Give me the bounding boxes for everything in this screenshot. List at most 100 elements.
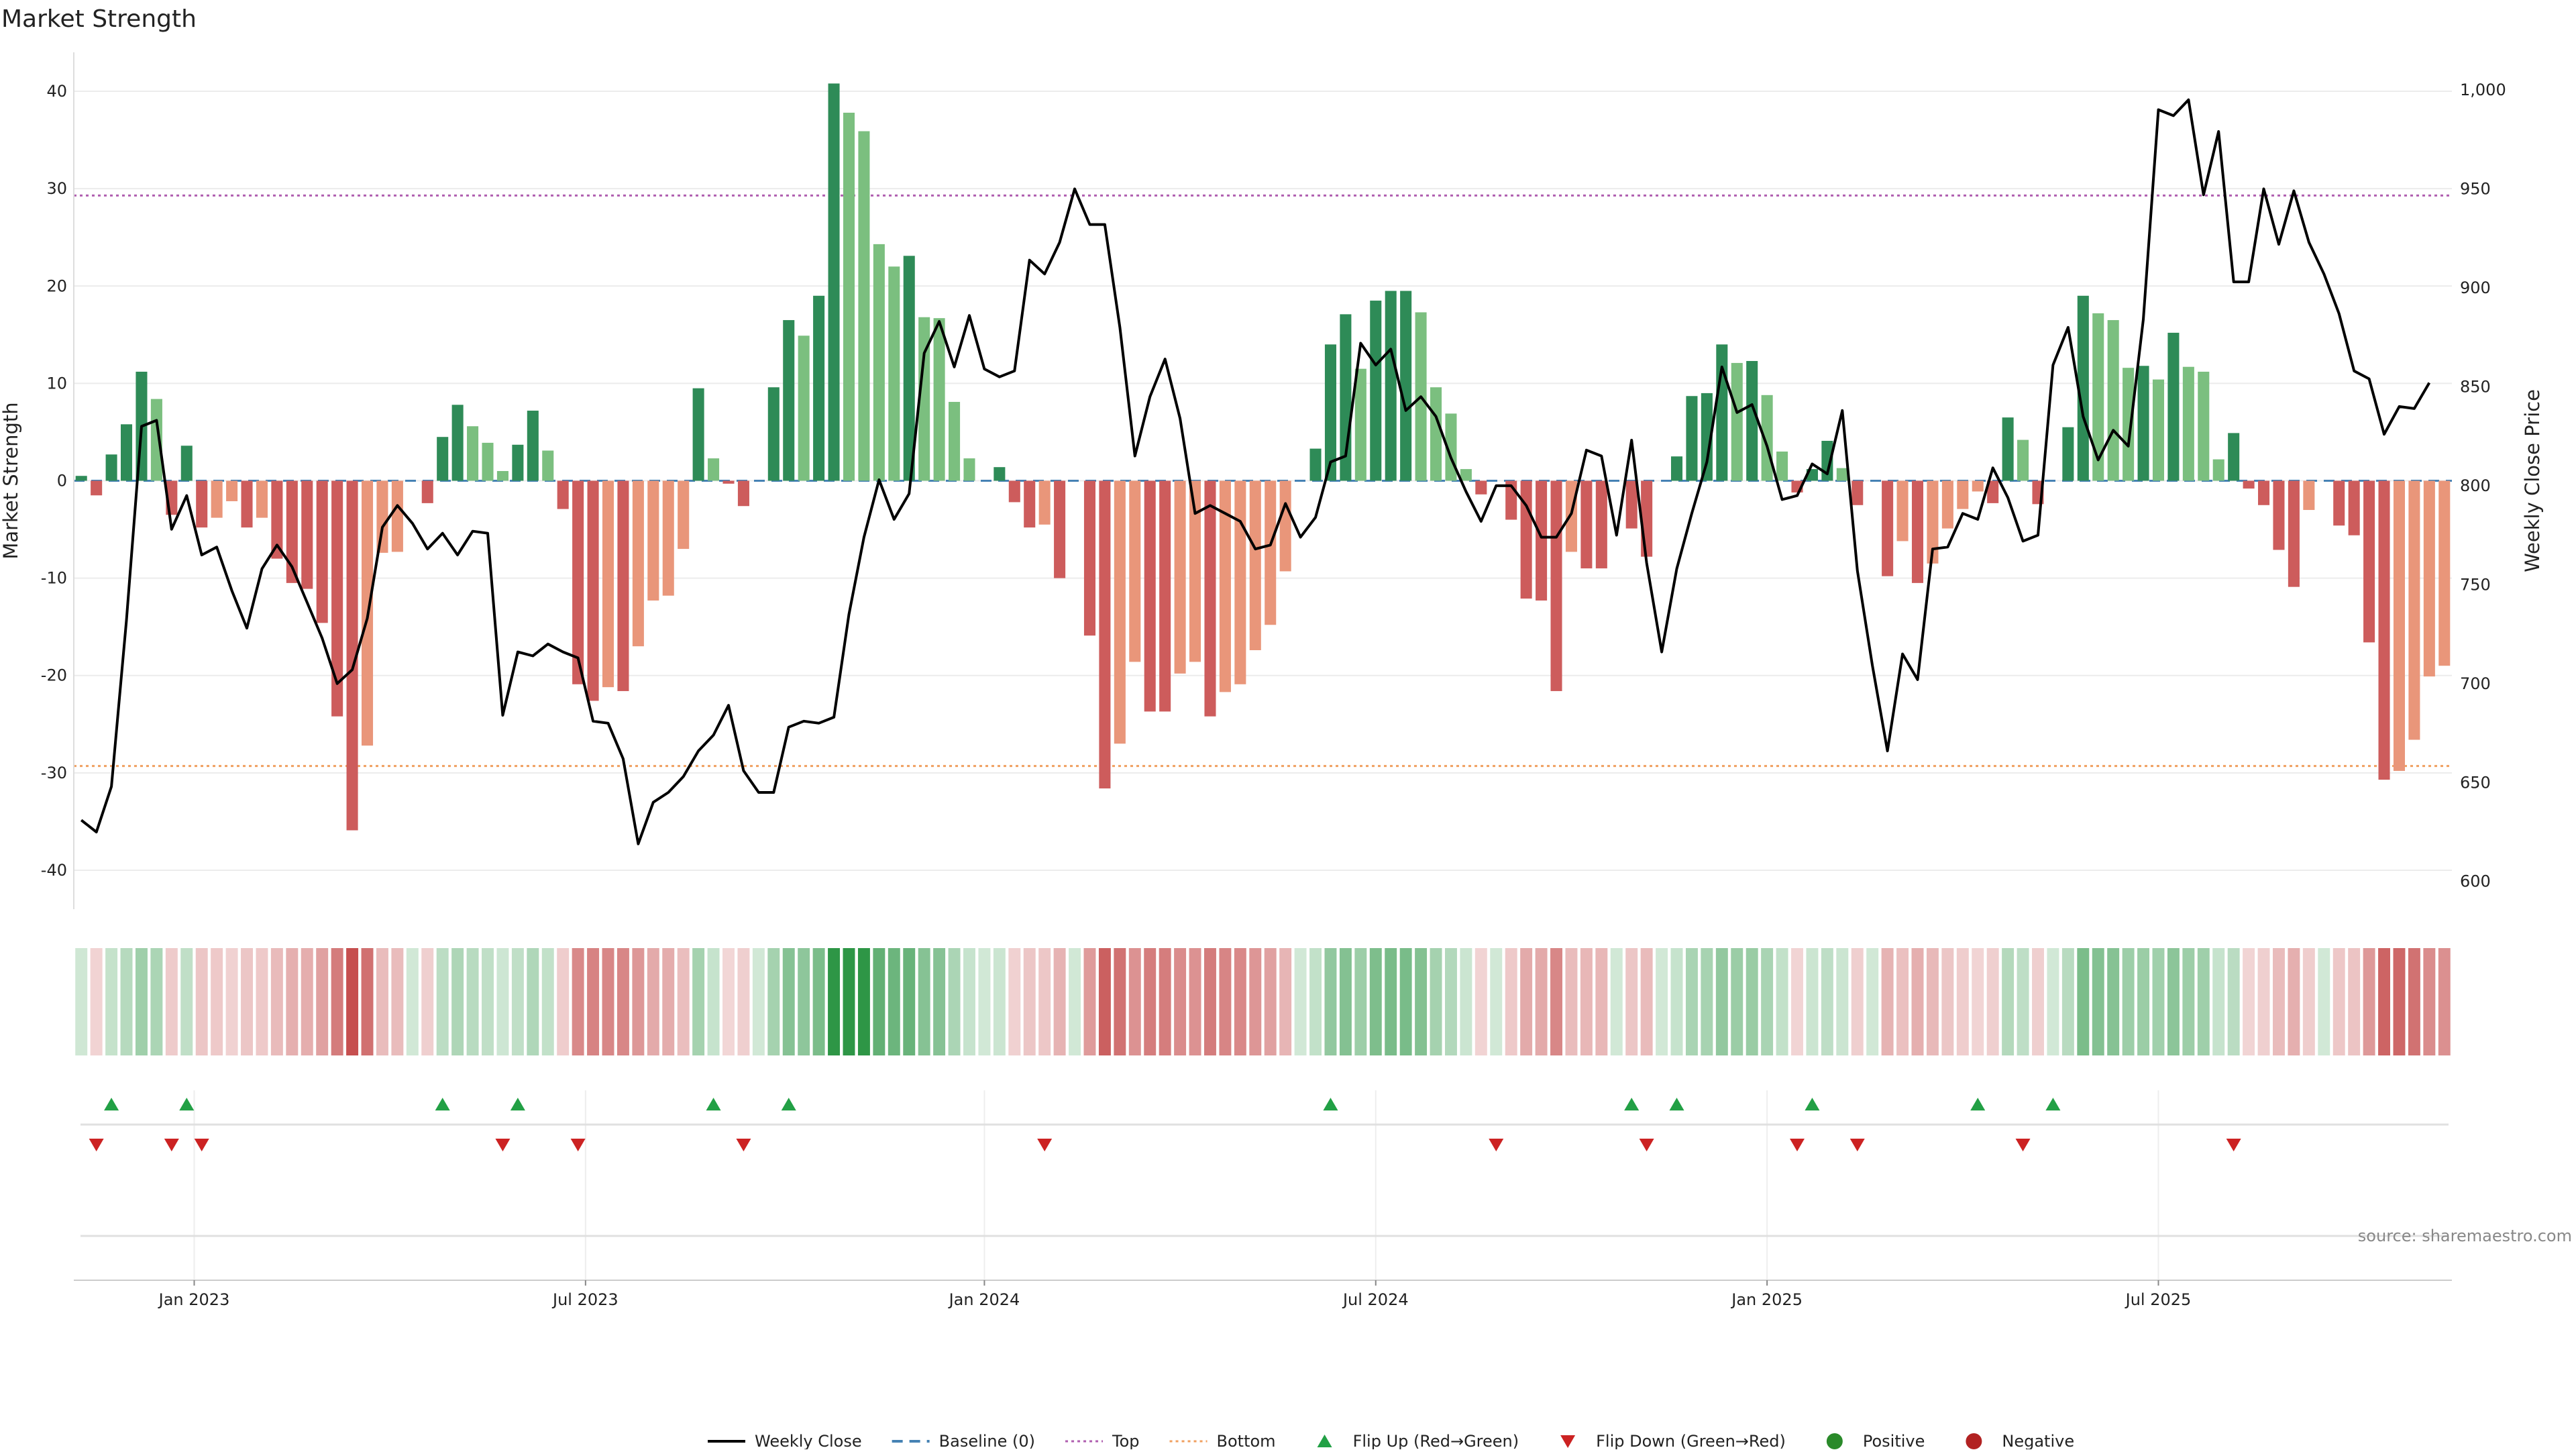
strength-bar: [1625, 480, 1638, 529]
heat-strip-cell: [2182, 948, 2195, 1055]
strength-bar: [1641, 480, 1653, 557]
legend-label: Weekly Close: [755, 1432, 862, 1449]
heat-strip-cell: [2378, 948, 2391, 1055]
strength-bars: [75, 83, 2451, 831]
heat-strip-cell: [1926, 948, 1939, 1055]
heat-strip-cell: [828, 948, 841, 1055]
strength-bar: [858, 131, 870, 481]
heat-strip-cell: [421, 948, 434, 1055]
heat-strip-cell: [1972, 948, 1984, 1055]
flip-up-marker: [2045, 1098, 2061, 1110]
heat-strip-cell: [211, 948, 223, 1055]
heat-strip-cell: [1851, 948, 1864, 1055]
x-axis: Jan 2023 Jul 2023 Jan 2024 Jul 2024 Jan 2025…: [74, 1280, 2452, 1309]
heat-strip-cell: [2318, 948, 2330, 1055]
strength-bar: [150, 399, 162, 481]
heat-strip-cell: [1339, 948, 1352, 1055]
strength-bar: [1911, 480, 1924, 583]
strength-bar: [1731, 362, 1743, 481]
strength-bar: [994, 467, 1006, 481]
heat-strip-cell: [2032, 948, 2044, 1055]
strength-bar: [421, 480, 433, 503]
heat-strip-cell: [1836, 948, 1849, 1055]
heat-strip-cell: [873, 948, 885, 1055]
strength-bar: [1460, 469, 1472, 481]
y-right-tick-label: 1,000: [2460, 81, 2506, 99]
strength-bar: [316, 480, 328, 623]
heat-strip-cell: [1595, 948, 1608, 1055]
y-tick-label: -20: [41, 666, 67, 685]
strength-bar: [1370, 301, 1382, 481]
heat-strip-cell: [948, 948, 961, 1055]
strength-bar: [105, 454, 117, 481]
heat-strip-cell: [1956, 948, 1969, 1055]
strength-bar: [2182, 366, 2194, 481]
flip-down-marker: [570, 1139, 586, 1151]
heat-strip-cell: [2047, 948, 2059, 1055]
strength-bar: [211, 480, 223, 518]
heat-strip-cell: [2167, 948, 2180, 1055]
strength-bar: [557, 480, 569, 509]
flip-down-marker: [1790, 1139, 1805, 1151]
strength-bar: [918, 317, 930, 481]
heat-strip-cell: [707, 948, 720, 1055]
heat-strip-cell: [1203, 948, 1216, 1055]
strength-bar: [1851, 480, 1864, 505]
strength-bar: [75, 476, 87, 481]
strength-bar: [1234, 480, 1246, 684]
heat-strip-cell: [90, 948, 103, 1055]
y-tick-label: 10: [46, 374, 67, 393]
x-tick-label: Jan 2023: [158, 1290, 230, 1309]
flip-up-marker: [1970, 1098, 1986, 1110]
flip-up-marker: [781, 1098, 796, 1110]
heat-strip-cell: [1791, 948, 1803, 1055]
x-tick-label: Jan 2024: [948, 1290, 1020, 1309]
heat-strip-cell: [2017, 948, 2029, 1055]
strength-bar: [1475, 480, 1487, 495]
heat-strip-cell: [602, 948, 614, 1055]
strength-bar: [1400, 291, 1412, 481]
legend: Weekly Close Baseline (0) Top Bottom Flip Up…: [708, 1432, 2074, 1451]
heat-strip-cell: [812, 948, 825, 1055]
strength-bar: [467, 426, 479, 481]
strength-bar: [1716, 344, 1728, 481]
y-right-axis-title: Weekly Close Price: [2521, 389, 2544, 572]
strength-bar: [692, 388, 704, 481]
strength-bar: [256, 480, 268, 518]
strength-bar: [1972, 480, 1984, 492]
strength-bar: [512, 444, 524, 481]
flip-up-marker: [510, 1098, 525, 1110]
heat-strip-cell: [1986, 948, 1999, 1055]
heat-strip-cell: [1098, 948, 1111, 1055]
strength-bar: [933, 318, 945, 481]
strength-bar: [813, 295, 825, 481]
strength-bar: [662, 480, 674, 596]
heat-strip-cell: [436, 948, 449, 1055]
heat-strip-cell: [2212, 948, 2225, 1055]
heat-strip-cell: [1069, 948, 1081, 1055]
heat-strip-cell: [1354, 948, 1367, 1055]
y-right-tick-label: 600: [2460, 872, 2491, 891]
heat-strip-cell: [301, 948, 313, 1055]
strength-bar: [1354, 368, 1366, 481]
heat-strip-cell: [1580, 948, 1593, 1055]
strength-bar: [843, 112, 855, 481]
heat-strip-cell: [1881, 948, 1894, 1055]
legend-label: Flip Down (Green→Red): [1596, 1432, 1786, 1449]
heat-strip-cell: [572, 948, 584, 1055]
legend-label: Baseline (0): [939, 1432, 1035, 1449]
strength-bar: [1536, 480, 1548, 601]
heat-strip-cell: [496, 948, 509, 1055]
strength-bar: [2378, 480, 2390, 780]
strength-bar: [1219, 480, 1231, 692]
heat-strip-cell: [2107, 948, 2120, 1055]
legend-circle-icon: [1966, 1433, 1982, 1449]
heat-strip-cell: [451, 948, 464, 1055]
reference-lines: [74, 194, 2452, 768]
y-tick-label: -10: [41, 569, 67, 588]
heat-strip-cell: [541, 948, 554, 1055]
strength-bar: [708, 458, 720, 481]
chart-title: Market Strength: [1, 5, 197, 33]
heat-strip-cell: [1144, 948, 1157, 1055]
strength-bar: [196, 480, 208, 528]
